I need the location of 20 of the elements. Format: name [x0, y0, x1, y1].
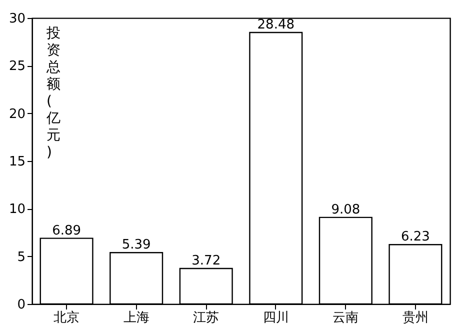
x-tick-label: 北京	[54, 310, 80, 326]
y-tick-label: 20	[8, 106, 26, 122]
x-tick-label: 贵州	[402, 310, 428, 326]
y-tick-label: 30	[8, 12, 26, 26]
y-axis-title: 投资总额(亿元)	[46, 26, 60, 160]
x-tick-label: 云南	[332, 310, 359, 326]
x-tick-label: 江苏	[193, 310, 220, 326]
y-tick-label: 25	[8, 59, 26, 74]
x-tick-label: 上海	[123, 310, 150, 326]
data-label: 6.89	[52, 223, 82, 238]
y-tick-label: 10	[8, 202, 26, 218]
y-tick-label: 15	[8, 154, 26, 170]
x-tick-label: 四川	[262, 310, 289, 326]
data-label: 6.23	[400, 230, 430, 245]
data-label: 28.48	[257, 17, 294, 32]
y-tick-label: 5	[17, 250, 26, 265]
data-label: 3.72	[192, 254, 221, 269]
data-label: 9.08	[331, 202, 360, 218]
y-tick-label: 0	[17, 298, 26, 312]
data-label: 5.39	[122, 238, 151, 253]
